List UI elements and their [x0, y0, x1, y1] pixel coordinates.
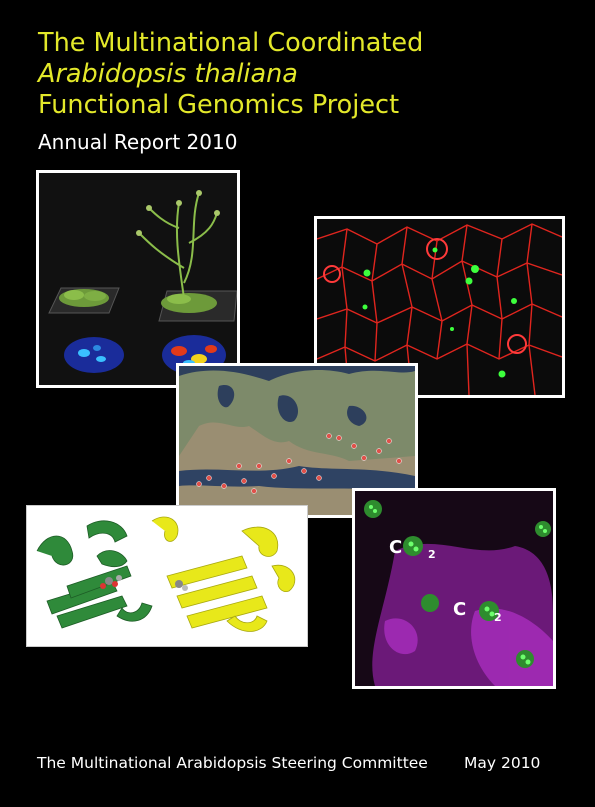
title-line-1: The Multinational Coordinated	[38, 28, 424, 58]
protein-structure-photo	[26, 505, 308, 647]
stomata-label-2-upper: 2	[428, 548, 436, 561]
fluorescent-cell-micrograph-icon	[317, 219, 562, 395]
stomata-label-c-upper: C	[389, 537, 402, 558]
title-line-3: Functional Genomics Project	[38, 90, 400, 120]
europe-map-photo	[176, 363, 418, 518]
plant-growth-photo	[36, 170, 240, 388]
stomata-label-c-lower: C	[453, 599, 466, 620]
footer-committee: The Multinational Arabidopsis Steering C…	[37, 754, 428, 772]
stomata-label-2-lower: 2	[494, 611, 502, 624]
plant-growth-icon	[39, 173, 237, 385]
report-subtitle: Annual Report 2010	[38, 130, 238, 154]
fluorescent-cell-photo	[314, 216, 565, 398]
stomata-micrograph-photo: C 2 C 2	[352, 488, 556, 689]
protein-ribbon-structure-icon	[27, 506, 307, 646]
report-title: The Multinational Coordinated Arabidopsi…	[38, 28, 423, 121]
stomata-micrograph-icon: C 2 C 2	[355, 491, 553, 686]
europe-satellite-map-icon	[179, 366, 415, 515]
footer-date: May 2010	[464, 754, 541, 772]
title-line-2-species: Arabidopsis thaliana	[38, 59, 298, 89]
